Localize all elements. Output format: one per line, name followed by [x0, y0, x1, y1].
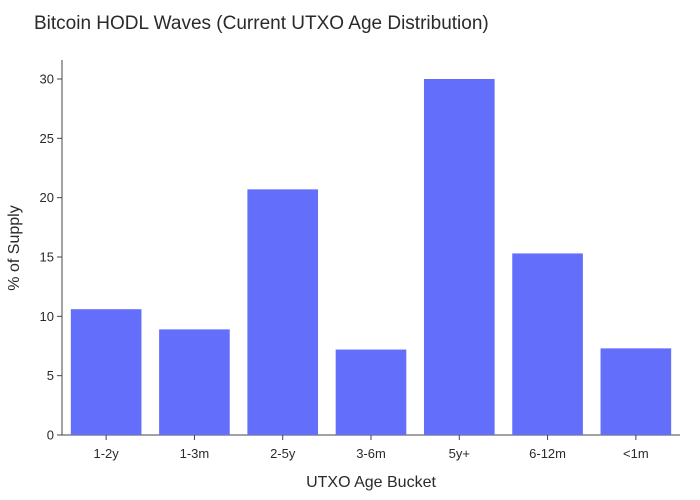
bar	[159, 329, 230, 435]
bar	[423, 78, 495, 436]
y-tick-label: 30	[40, 71, 54, 86]
x-tick-label: 1-2y	[93, 446, 119, 461]
x-axis: 1-2y 1-3m 2-5y 3-6m 5y+ 6-12m <1m	[62, 434, 680, 461]
y-tick-label: 5	[47, 368, 54, 383]
y-tick-label: 15	[40, 249, 54, 264]
bar	[70, 309, 142, 435]
y-tick-label: 25	[40, 131, 54, 146]
y-tick-label: 0	[47, 428, 54, 443]
x-tick-label: 5y+	[449, 446, 470, 461]
bars	[70, 78, 672, 436]
y-tick-label: 20	[40, 190, 54, 205]
y-axis-label: % of Supply	[6, 205, 23, 290]
chart-title: Bitcoin HODL Waves (Current UTXO Age Dis…	[34, 13, 489, 34]
x-axis-label: UTXO Age Bucket	[306, 474, 436, 491]
x-tick-label: <1m	[623, 446, 649, 461]
bar	[512, 253, 583, 435]
y-tick-label: 10	[40, 309, 54, 324]
bar	[335, 349, 407, 435]
bar	[247, 189, 319, 435]
bar	[600, 348, 672, 435]
x-tick-label: 6-12m	[529, 446, 566, 461]
x-tick-label: 2-5y	[270, 446, 296, 461]
x-tick-label: 3-6m	[356, 446, 386, 461]
y-axis: 0 5 10 15 20 25 30	[40, 60, 63, 443]
x-tick-label: 1-3m	[180, 446, 210, 461]
